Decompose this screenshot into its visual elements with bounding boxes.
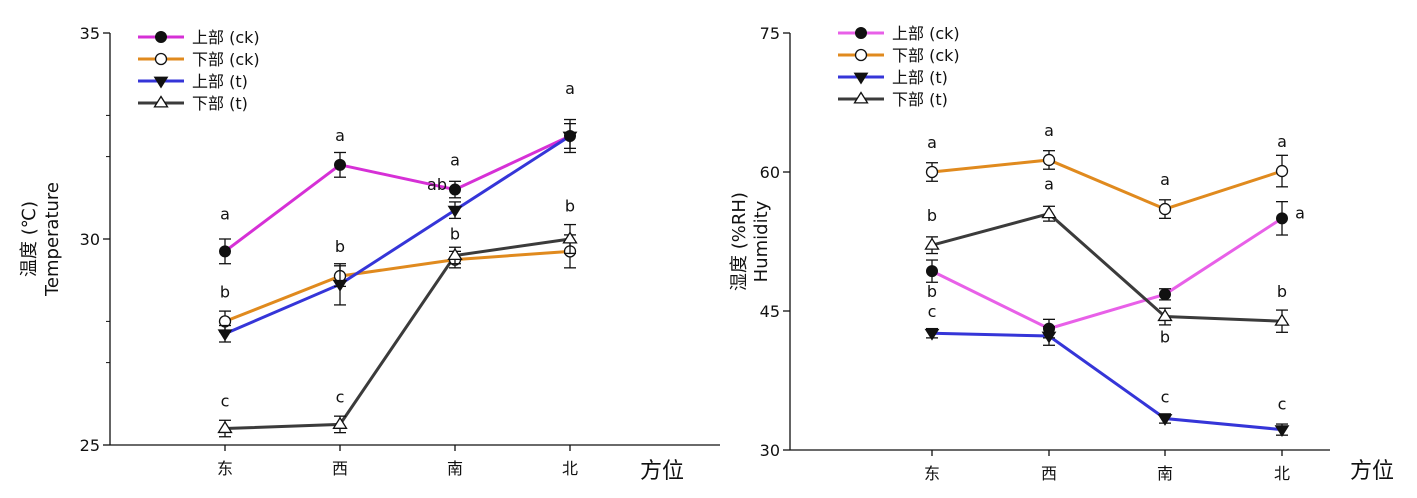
- data-label: a: [565, 79, 575, 98]
- series-line: [224, 134, 571, 253]
- legend-marker: [154, 52, 168, 66]
- series-line: [224, 237, 571, 431]
- data-point: [447, 205, 463, 218]
- data-label: c: [1278, 395, 1287, 414]
- x-tick-label: 北: [562, 459, 578, 478]
- data-point: [219, 245, 231, 258]
- data-point: [562, 131, 578, 144]
- data-point: [217, 329, 233, 342]
- data-label: c: [336, 387, 345, 406]
- series-line: [931, 212, 1283, 323]
- y-tick-label: 60: [760, 163, 780, 182]
- y-tick-label: 35: [80, 24, 100, 43]
- data-label: c: [221, 392, 230, 411]
- x-tick-label: 西: [1041, 464, 1057, 483]
- y-axis-label: 湿度 (%RH): [729, 192, 750, 291]
- data-label: a: [1277, 132, 1287, 151]
- x-tick-label: 东: [924, 464, 940, 483]
- x-tick-label: 南: [447, 459, 463, 478]
- data-label: ab: [427, 175, 447, 194]
- data-point: [925, 165, 939, 179]
- legend-marker: [153, 95, 169, 108]
- data-point: [332, 416, 348, 429]
- legend-entry: 下部 (ck): [192, 50, 260, 69]
- chart-panel-2: 30456075东西南北湿度 (%RH) Humidity方位baaaaacc cb…: [729, 24, 1394, 484]
- y-axis-label-en: Humidity: [751, 200, 772, 282]
- y-axis-label-en: Temperature: [42, 182, 63, 297]
- series-line: [931, 331, 1283, 432]
- chart-panel-1: 253035东西南北温度 (℃) Temperature方位aaaabbbbabc…: [19, 24, 720, 484]
- data-point: [1041, 205, 1057, 219]
- data-point: [926, 265, 938, 278]
- data-point: [924, 237, 940, 250]
- data-point: [332, 279, 348, 292]
- data-label: a: [1295, 203, 1305, 222]
- data-label: a: [335, 126, 345, 145]
- data-point: [1276, 212, 1288, 225]
- data-point: [1275, 164, 1289, 178]
- data-label: b: [927, 282, 937, 301]
- x-axis-label: 方位: [640, 459, 684, 484]
- y-tick-label: 75: [760, 24, 780, 43]
- data-label: c: [1161, 387, 1170, 406]
- data-point: [1158, 202, 1172, 216]
- data-label: b: [1160, 328, 1170, 347]
- legend-entry: 上部 (ck): [892, 24, 960, 43]
- y-tick-label: 30: [760, 441, 780, 460]
- legend-entry: 上部 (t): [192, 72, 248, 91]
- data-point: [1274, 425, 1290, 438]
- legend-entry: 下部 (ck): [892, 46, 960, 65]
- legend-entry: 上部 (t): [892, 68, 948, 87]
- x-tick-label: 西: [332, 459, 348, 478]
- data-point: [562, 231, 578, 244]
- data-label: b: [450, 225, 460, 244]
- data-point: [1274, 313, 1290, 326]
- data-label: b: [927, 206, 937, 225]
- x-tick-label: 南: [1157, 464, 1173, 483]
- data-point: [449, 183, 461, 196]
- data-label: a: [1160, 170, 1170, 189]
- series-line: [224, 134, 571, 336]
- y-tick-label: 45: [760, 302, 780, 321]
- data-label: a: [1044, 121, 1054, 140]
- data-label: b: [1277, 282, 1287, 301]
- data-point: [1157, 414, 1173, 426]
- data-label: a: [220, 204, 230, 223]
- data-point: [334, 158, 346, 171]
- y-tick-label: 30: [80, 230, 100, 249]
- series-line: [931, 158, 1283, 211]
- data-point: [217, 420, 233, 434]
- data-point: [1042, 153, 1056, 167]
- legend-marker: [153, 76, 169, 89]
- y-axis-label: 温度 (℃): [19, 201, 40, 277]
- data-point: [447, 247, 463, 261]
- x-tick-label: 东: [217, 459, 233, 478]
- series-line: [224, 249, 571, 323]
- data-label: a: [927, 133, 937, 152]
- legend-entry: 下部 (t): [892, 90, 948, 109]
- legend-marker: [854, 48, 868, 62]
- data-label: a: [450, 151, 460, 170]
- legend-marker: [855, 27, 867, 39]
- x-axis-label: 方位: [1350, 459, 1394, 484]
- x-tick-label: 北: [1274, 464, 1290, 483]
- data-label: b: [220, 282, 230, 301]
- data-label: c: [928, 302, 937, 321]
- data-point: [1157, 308, 1173, 322]
- data-point: [1159, 288, 1171, 301]
- y-tick-label: 25: [80, 436, 100, 455]
- legend-entry: 上部 (ck): [192, 28, 260, 47]
- legend-entry: 下部 (t): [192, 94, 248, 113]
- legend-marker: [853, 72, 869, 85]
- data-point: [924, 328, 940, 341]
- legend-marker: [155, 31, 167, 43]
- data-label: b: [565, 196, 575, 215]
- data-label: b: [335, 237, 345, 256]
- series-line: [931, 217, 1283, 331]
- data-label: a: [1044, 175, 1054, 194]
- data-point: [1041, 331, 1057, 344]
- legend-marker: [853, 91, 869, 104]
